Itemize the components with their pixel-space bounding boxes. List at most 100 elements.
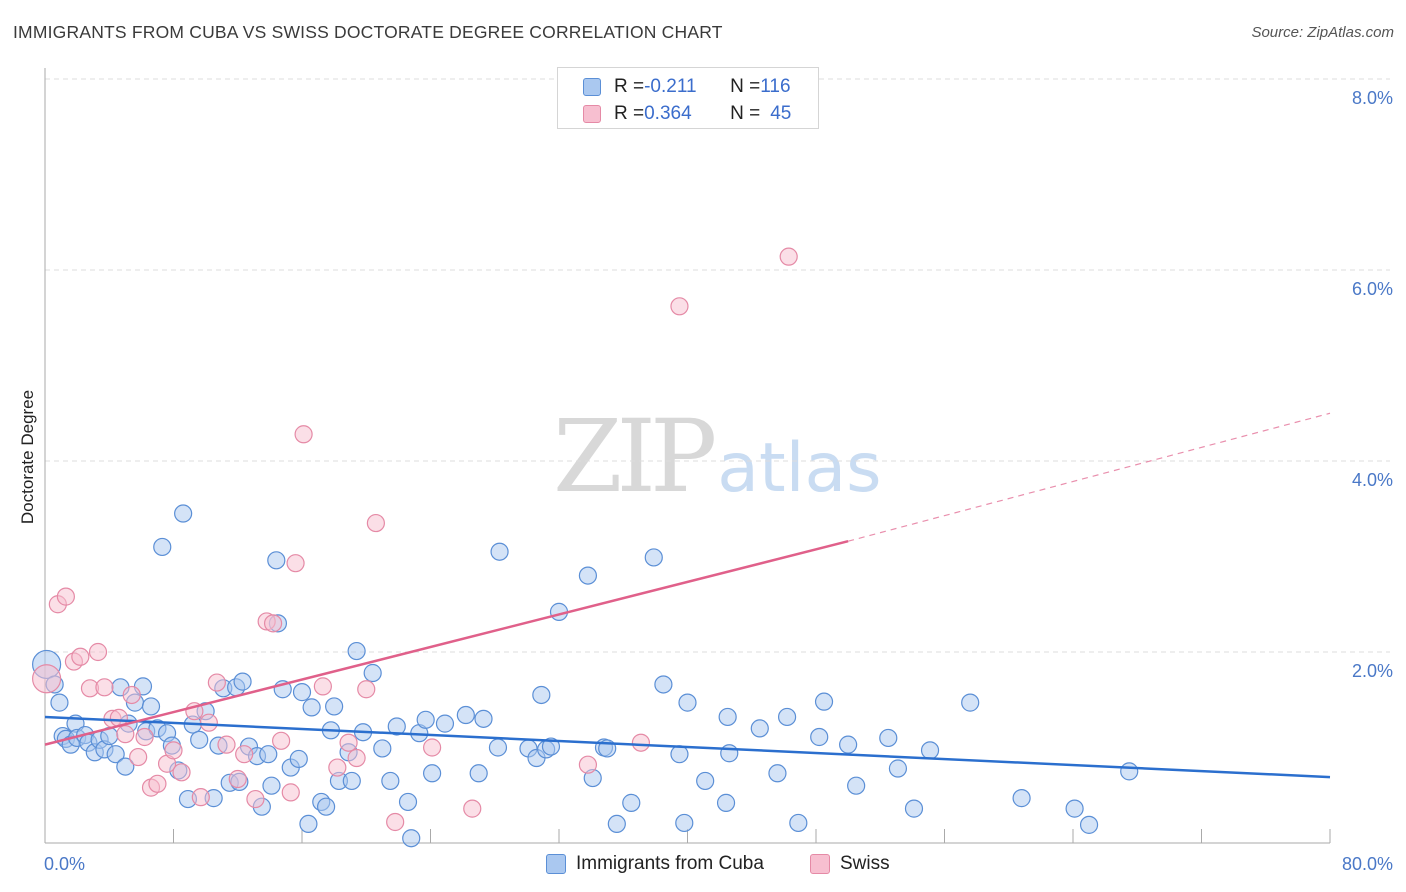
cuba-point <box>839 735 858 754</box>
cuba-point <box>398 792 418 812</box>
swiss-point <box>578 755 598 774</box>
chart-source: Source: ZipAtlas.com <box>1251 24 1394 41</box>
cuba-point <box>1012 789 1031 808</box>
cuba-point <box>920 741 940 760</box>
cuba-point <box>474 709 493 728</box>
cuba-point <box>532 685 551 705</box>
swiss-point <box>357 680 376 699</box>
legend-r-value: -0.211 <box>644 76 697 97</box>
cuba-point <box>578 566 598 585</box>
gridlines <box>45 78 1390 653</box>
y-tick-label: 2.0% <box>1352 661 1393 681</box>
swiss-point <box>281 783 300 802</box>
cuba-point <box>654 675 673 694</box>
swiss-point <box>32 664 62 694</box>
cuba-point <box>190 730 209 749</box>
cuba-point <box>488 738 508 757</box>
legend-n-value: 116 <box>760 76 791 97</box>
swiss-point <box>217 735 236 754</box>
cuba-point <box>342 771 361 791</box>
y-tick-label: 8.0% <box>1352 88 1393 108</box>
cuba-point <box>810 727 829 747</box>
legend-row-swiss: R = 0.364 N = 45 <box>583 101 791 127</box>
swiss-point <box>164 741 183 760</box>
cuba-point <box>768 764 787 783</box>
swiss-point <box>779 247 798 266</box>
cuba-point <box>469 764 488 783</box>
cuba-point <box>541 737 561 756</box>
swiss-point <box>366 513 385 533</box>
swiss-point <box>313 677 332 696</box>
cuba-point <box>678 693 697 712</box>
swiss-trend-extension <box>847 412 1331 542</box>
swiss-point <box>294 425 313 444</box>
cuba-point <box>381 771 400 791</box>
swiss-point <box>56 587 75 606</box>
cuba-point <box>622 793 641 812</box>
cuba-point <box>423 764 442 783</box>
swiss-point <box>199 713 218 732</box>
swiss-point <box>670 297 689 316</box>
swiss-point <box>95 678 114 697</box>
swiss-point <box>423 738 442 757</box>
legend-n-label: N = <box>730 103 761 124</box>
cuba-point <box>750 719 769 738</box>
bottom-legend-swatch-swiss <box>810 854 830 874</box>
bottom-legend-swatch-cuba <box>546 854 566 874</box>
swiss-point <box>88 642 108 662</box>
bottom-legend-label-cuba: Immigrants from Cuba <box>576 853 764 874</box>
swiss-point <box>122 685 141 705</box>
swiss-point <box>286 554 305 573</box>
swiss-point <box>207 673 226 692</box>
swiss-point <box>272 731 291 750</box>
cuba-point <box>325 697 344 716</box>
x-tick-label: 0.0% <box>44 854 85 874</box>
swiss-point <box>235 745 254 764</box>
cuba-point <box>174 504 193 523</box>
cuba-point <box>1065 799 1084 818</box>
legend-row-cuba: R = -0.211 N = 116 <box>583 74 791 100</box>
cuba-point <box>259 745 278 764</box>
cuba-point <box>299 814 318 834</box>
swiss-point <box>172 763 191 782</box>
bottom-legend-label-swiss: Swiss <box>840 853 890 874</box>
swiss-point <box>71 647 90 666</box>
cuba-point <box>363 663 382 683</box>
legend-swatch-swiss <box>583 105 601 123</box>
cuba-point <box>387 717 406 736</box>
cuba-point <box>1120 762 1139 781</box>
cuba-point <box>373 739 392 758</box>
legend-r-label: R = <box>614 76 645 97</box>
cuba-point <box>267 551 286 570</box>
cuba-point <box>718 707 737 727</box>
y-tick-label: 6.0% <box>1352 279 1393 299</box>
swiss-point <box>328 758 347 777</box>
cuba-point <box>675 813 694 833</box>
cuba-point <box>961 693 980 712</box>
cuba-point <box>879 728 898 748</box>
swiss-point <box>263 614 283 633</box>
cuba-point <box>696 771 715 791</box>
swiss-point <box>347 748 366 768</box>
cuba-point <box>490 542 509 561</box>
cuba-point <box>777 707 797 727</box>
cuba-point <box>402 829 421 848</box>
cuba-point <box>302 698 321 717</box>
tick-labels: 2.0% 4.0% 6.0% 8.0% 0.0% 80.0% <box>44 88 1393 874</box>
cuba-point <box>716 793 736 812</box>
x-tick-label: 80.0% <box>1342 854 1393 874</box>
y-tick-label: 4.0% <box>1352 470 1393 490</box>
swiss-point <box>246 789 265 809</box>
cuba-point <box>50 693 69 712</box>
series-swiss <box>32 247 798 832</box>
trend-lines <box>44 412 1331 779</box>
swiss-trend-line <box>44 540 849 746</box>
cuba-point <box>153 537 172 557</box>
cuba-point <box>262 776 281 795</box>
correlation-legend: R = -0.211 N = 116 R = 0.364 N = 45 <box>557 67 819 129</box>
swiss-point <box>631 733 651 752</box>
swiss-point <box>135 727 154 747</box>
swiss-point <box>463 799 482 818</box>
cuba-point <box>847 776 866 795</box>
